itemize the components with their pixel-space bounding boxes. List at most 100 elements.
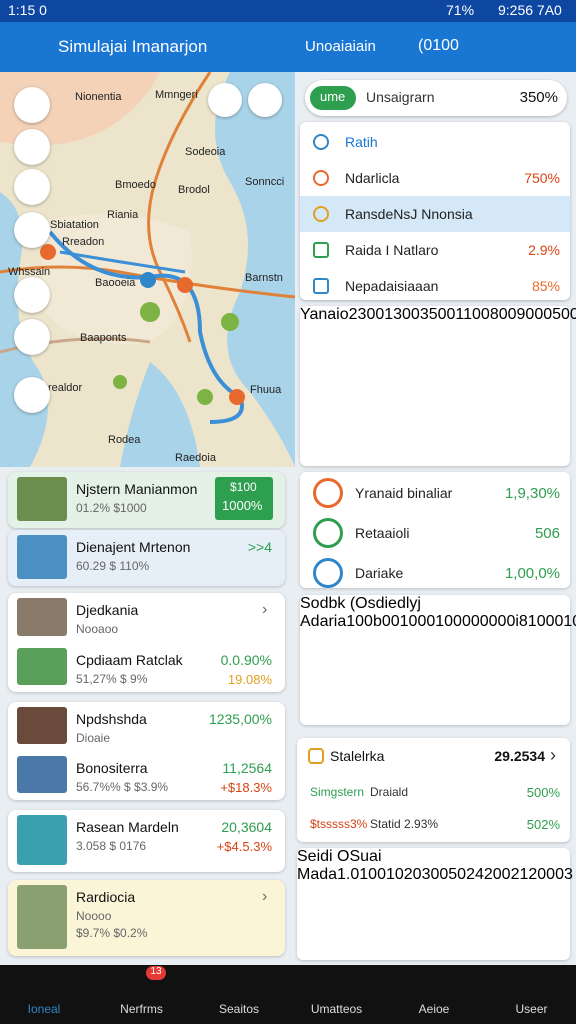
menu-value: 85%: [531, 278, 560, 294]
map-label: Whssain: [8, 266, 50, 278]
item-title: Cpdiaam Ratclak: [76, 651, 183, 668]
x-tick-label: 10000: [563, 613, 576, 630]
nav-label[interactable]: Aeioe: [418, 1002, 450, 1016]
nav-label[interactable]: Useer: [515, 1002, 548, 1016]
status-bar: [0, 0, 576, 22]
menu-label[interactable]: RansdeNsJ Nnonsia: [345, 206, 473, 222]
stat-icon: [313, 558, 343, 588]
map-zoom-button[interactable]: [208, 83, 242, 117]
map-label: Sodeoia: [185, 146, 226, 158]
menu-label[interactable]: Nepadaisiaaan: [345, 278, 439, 294]
app-bar: [0, 22, 576, 72]
item-change: 19.08%: [227, 671, 272, 687]
menu-label[interactable]: Raida I Natlaro: [345, 242, 439, 258]
chart-title: Sodbk (Osdiedlyj Adaria: [300, 595, 421, 630]
stat-value: 1,00,0%: [504, 565, 560, 582]
menu-label[interactable]: Ratih: [345, 134, 378, 150]
map-label: Rreadon: [62, 236, 104, 248]
chevron: ›: [262, 888, 268, 905]
item-value: >>4: [247, 539, 272, 555]
badge-value: 1000%: [222, 498, 263, 513]
y-tick-label: 1100: [455, 306, 490, 323]
bar-chart: Yanaio2300130035001100800900050008000500…: [300, 306, 576, 324]
item-value: 1235,00%: [208, 711, 272, 727]
app-title: Simulajai Imanarjon: [58, 37, 208, 56]
menu-label[interactable]: Ndarlicla: [345, 170, 400, 186]
item-sub: Nooaoo: [76, 622, 119, 636]
thumbnail: [17, 647, 67, 685]
map-tool-button[interactable]: [14, 129, 50, 165]
item-title: Npdshshda: [76, 711, 147, 727]
thumbnail: [17, 756, 67, 793]
map-zoom-button[interactable]: [248, 83, 282, 117]
bottom-nav: [0, 965, 576, 1024]
menu-icon: [313, 134, 329, 150]
item-value: 20,3604: [221, 819, 272, 835]
summary-card[interactable]: [297, 738, 570, 842]
x-tick-label: 20300: [403, 866, 449, 883]
chart-card: [300, 595, 570, 725]
summary-row-label: Simgstern: [310, 785, 365, 799]
app-tab[interactable]: Unoaiaiain: [305, 38, 376, 55]
item-sub: 51,27% $ 9%: [76, 671, 148, 686]
y-tick-label: 1.0: [337, 866, 360, 883]
x-tick-label: 9000: [516, 306, 553, 323]
summary-title: Stalelrka: [330, 748, 385, 764]
nav-badge-count: 13: [150, 966, 162, 977]
stat-icon: [313, 478, 343, 508]
thumbnail: [17, 815, 67, 865]
item-sub: $9.7% $0.2%: [76, 926, 148, 940]
stat-value: 506: [534, 525, 560, 542]
x-tick-label: 5024: [448, 866, 484, 883]
map-tool-button[interactable]: [14, 377, 50, 413]
badge-value: $100: [230, 480, 257, 494]
nav-label[interactable]: Seaitos: [218, 1002, 260, 1016]
menu-icon: [313, 242, 329, 258]
menu-value: 750%: [524, 170, 560, 186]
item-sub: 60.29 $ 110%: [76, 559, 150, 573]
x-tick-label: 1000: [527, 613, 564, 630]
map-tool-button[interactable]: [14, 169, 50, 205]
thumbnail: [17, 477, 67, 521]
item-title: Djedkania: [76, 602, 139, 618]
map-label: Sbiatation: [50, 219, 99, 231]
y-tick-label: 0: [390, 613, 400, 630]
nav-label[interactable]: Nerfrms: [120, 1002, 163, 1016]
map-tool-button[interactable]: [14, 277, 50, 313]
y-tick-label: 100: [346, 613, 373, 630]
map-tool-button[interactable]: [14, 319, 50, 355]
thumbnail: [17, 535, 67, 579]
x-tick-label: 1000: [399, 613, 436, 630]
summary-row-value: 502%: [526, 817, 560, 832]
map-label: Fhuua: [250, 384, 282, 396]
item-sub: 3.058 $ 0176: [76, 839, 147, 853]
y-tick-label: 0: [377, 866, 386, 883]
item-title: Dienajent Mrtenon: [76, 539, 191, 555]
menu-row-selected: [300, 196, 570, 232]
nav-label[interactable]: Umatteos: [310, 1002, 363, 1016]
search-label: Unsaigrarn: [366, 89, 435, 105]
map-label: Baooeia: [95, 277, 136, 289]
summary-row-value: 500%: [526, 785, 560, 800]
stat-label: Yranaid binaliar: [355, 485, 453, 501]
search-pill: [310, 86, 356, 110]
x-tick-label: 20003: [528, 866, 573, 883]
stat-icon: [313, 518, 343, 548]
x-tick-label: 1000: [435, 613, 471, 630]
chart-title: Yanaio: [300, 306, 349, 323]
x-tick-label: 0i8: [506, 613, 528, 630]
map-tool-button[interactable]: [14, 212, 50, 248]
thumbnail: [17, 707, 67, 744]
menu-icon: [313, 278, 329, 294]
counter[interactable]: (0100: [418, 37, 459, 54]
y-tick-label: b0: [372, 613, 391, 630]
nav-label[interactable]: Ioneal: [27, 1002, 61, 1016]
chart-card: [297, 848, 570, 960]
map-label: Mmngeri: [155, 89, 198, 101]
item-sub: 56.7%% $ $3.9%: [76, 780, 169, 794]
x-tick-label: 800: [489, 306, 517, 323]
y-tick-label: 3500: [419, 306, 456, 323]
item-title: Rasean Mardeln: [76, 819, 179, 835]
map-tool-button[interactable]: [14, 87, 50, 123]
menu-icon: [313, 170, 329, 186]
